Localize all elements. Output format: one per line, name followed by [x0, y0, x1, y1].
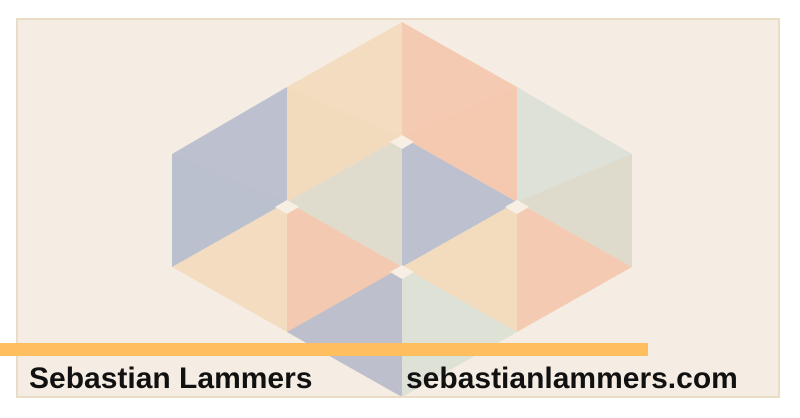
cube-shade [287, 87, 402, 202]
cube-shade [172, 154, 287, 267]
isometric-cube-artwork [172, 22, 632, 396]
cube-joint [390, 265, 414, 279]
cube-shade [402, 202, 517, 332]
cube-joint [275, 200, 299, 214]
cube-joint [390, 135, 414, 149]
cube-face [287, 137, 402, 267]
author-website[interactable]: sebastianlammers.com [406, 362, 738, 395]
cube-shade [287, 202, 402, 332]
accent-stripe [0, 343, 648, 356]
cover-card [16, 18, 780, 398]
cube-joint [505, 200, 529, 214]
cube-face [517, 202, 632, 332]
cube-face [172, 202, 287, 332]
cube-face [287, 267, 402, 396]
cube-face [402, 267, 517, 396]
cube-shade [517, 154, 632, 267]
author-name: Sebastian Lammers [29, 362, 313, 395]
cube-shade [402, 87, 517, 202]
cube-face [402, 137, 517, 267]
